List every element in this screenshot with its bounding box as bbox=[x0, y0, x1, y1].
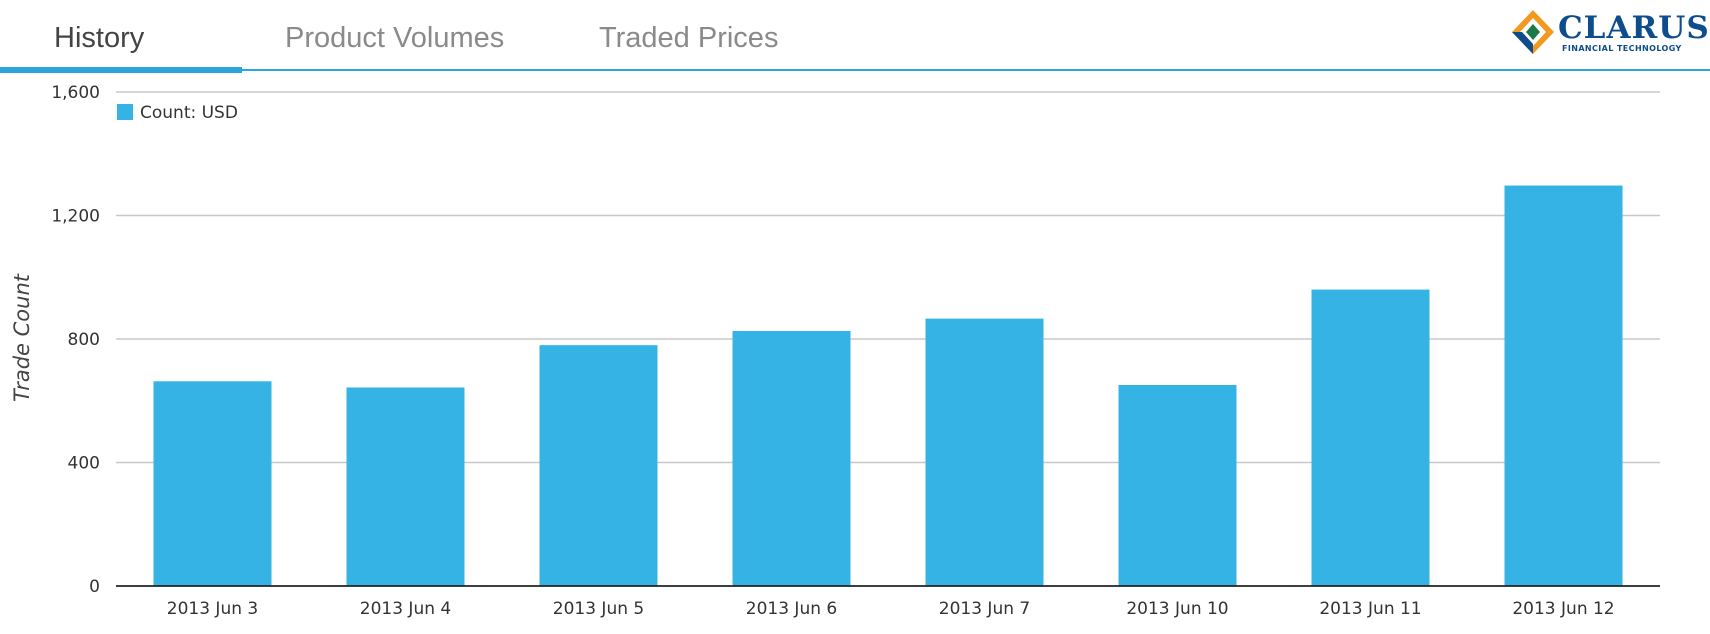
y-tick-label: 0 bbox=[89, 577, 100, 597]
bar bbox=[1311, 289, 1430, 586]
logo-tagline: FINANCIAL TECHNOLOGY bbox=[1562, 44, 1682, 53]
x-tick-label: 2013 Jun 3 bbox=[167, 599, 258, 619]
y-tick-label: 1,200 bbox=[51, 207, 100, 227]
bar bbox=[346, 387, 465, 586]
x-tick-label: 2013 Jun 5 bbox=[553, 599, 644, 619]
y-tick-label: 800 bbox=[68, 330, 100, 350]
y-axis-title: Trade Count bbox=[10, 273, 34, 402]
bar bbox=[732, 330, 851, 586]
tab-traded-prices[interactable]: Traded Prices bbox=[599, 22, 779, 54]
bar bbox=[925, 318, 1044, 586]
x-tick-label: 2013 Jun 6 bbox=[746, 599, 837, 619]
legend-swatch bbox=[117, 104, 133, 120]
bar bbox=[539, 345, 658, 586]
tab-product-volumes[interactable]: Product Volumes bbox=[285, 22, 505, 54]
active-tab-indicator bbox=[0, 67, 242, 73]
x-tick-label: 2013 Jun 4 bbox=[360, 599, 451, 619]
tab-bar: History Product Volumes Traded Prices bbox=[0, 0, 1710, 74]
tab-bar-divider bbox=[0, 69, 1710, 71]
bar bbox=[1118, 385, 1237, 586]
x-tick-label: 2013 Jun 7 bbox=[939, 599, 1030, 619]
bar bbox=[153, 381, 272, 586]
x-tick-label: 2013 Jun 11 bbox=[1319, 599, 1421, 619]
clarus-logo-icon bbox=[1512, 10, 1554, 54]
logo-wordmark: CLARUS bbox=[1558, 10, 1710, 46]
x-tick-label: 2013 Jun 12 bbox=[1512, 599, 1614, 619]
clarus-logo: CLARUS FINANCIAL TECHNOLOGY bbox=[1510, 8, 1709, 58]
tab-history[interactable]: History bbox=[54, 22, 145, 54]
y-tick-label: 1,600 bbox=[51, 83, 100, 103]
bar bbox=[1504, 185, 1623, 586]
legend-label: Count: USD bbox=[140, 103, 238, 123]
y-tick-label: 400 bbox=[68, 454, 100, 474]
x-tick-label: 2013 Jun 10 bbox=[1126, 599, 1228, 619]
